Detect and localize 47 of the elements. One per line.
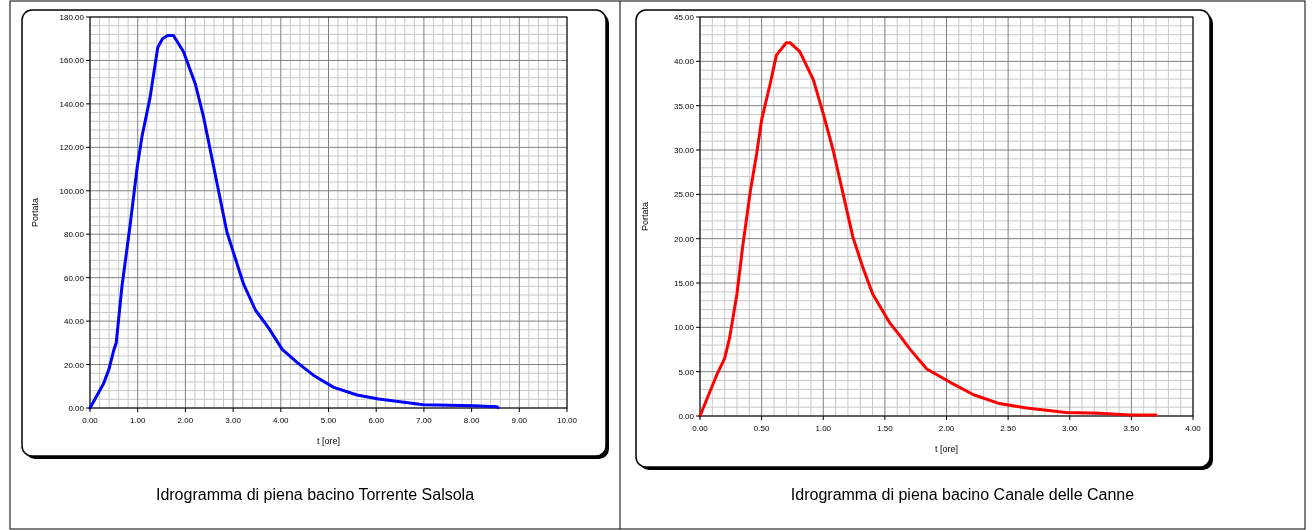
x-tick-label: 2.00 — [938, 424, 955, 433]
x-tick-label: 7.00 — [416, 416, 433, 425]
y-tick-label: 40.00 — [673, 57, 695, 67]
x-tick-label: 1.00 — [815, 424, 832, 433]
x-tick-label: 2.00 — [177, 416, 194, 425]
y-tick-label: 80.00 — [63, 230, 85, 240]
y-tick-label: 5.00 — [678, 367, 695, 377]
x-tick-label: 1.50 — [877, 424, 894, 433]
x-tick-label: 3.00 — [1061, 424, 1079, 433]
x-tick-label: 10.00 — [556, 416, 578, 425]
y-tick-label: 25.00 — [673, 190, 695, 200]
text: Idrogramma di piena bacino Torrente Salsola — [155, 486, 475, 503]
y-tick-label: 60.00 — [63, 273, 85, 283]
line-series — [698, 41, 1158, 418]
x-tick-label: 0.50 — [753, 424, 770, 433]
x-tick-label: 4.00 — [273, 416, 290, 425]
x-axis-title: t [ore] — [316, 436, 341, 446]
x-tick-label: 6.00 — [368, 416, 385, 425]
y-tick-label: 160.00 — [59, 56, 85, 66]
y-tick-label: 180.00 — [59, 13, 85, 22]
x-tick-label: 8.00 — [463, 416, 480, 425]
x-tick-label: 3.00 — [225, 416, 242, 425]
y-tick-label: 35.00 — [673, 101, 695, 111]
y-tick-label: 30.00 — [673, 146, 695, 155]
y-axis-title: Portata — [30, 197, 40, 228]
x-tick-label: 4.00 — [1185, 424, 1202, 433]
x-axis-title: t [ore] — [934, 444, 959, 454]
y-tick-label: 15.00 — [673, 279, 695, 288]
line-series — [88, 33, 500, 410]
x-tick-label: 1.00 — [129, 416, 147, 425]
y-axis-title: Portata — [640, 201, 650, 232]
x-tick-label: 5.00 — [320, 416, 337, 425]
y-tick-label: 120.00 — [59, 143, 85, 153]
x-tick-label: 0.00 — [692, 424, 709, 433]
y-tick-label: 20.00 — [673, 234, 695, 244]
y-tick-label: 20.00 — [63, 360, 85, 370]
y-tick-label: 100.00 — [59, 186, 85, 196]
x-tick-label: 9.00 — [511, 416, 528, 425]
text: Idrogramma di piena bacino Canale delle Canne — [790, 486, 1135, 503]
x-tick-label: 0.00 — [82, 416, 99, 425]
y-tick-label: 0.00 — [68, 404, 85, 413]
y-tick-label: 10.00 — [673, 323, 695, 333]
x-tick-label: 2.50 — [1000, 424, 1017, 433]
y-tick-label: 40.00 — [63, 317, 85, 327]
y-tick-label: 140.00 — [59, 99, 85, 109]
x-tick-label: 3.50 — [1123, 424, 1140, 433]
y-tick-label: 45.00 — [673, 13, 695, 22]
